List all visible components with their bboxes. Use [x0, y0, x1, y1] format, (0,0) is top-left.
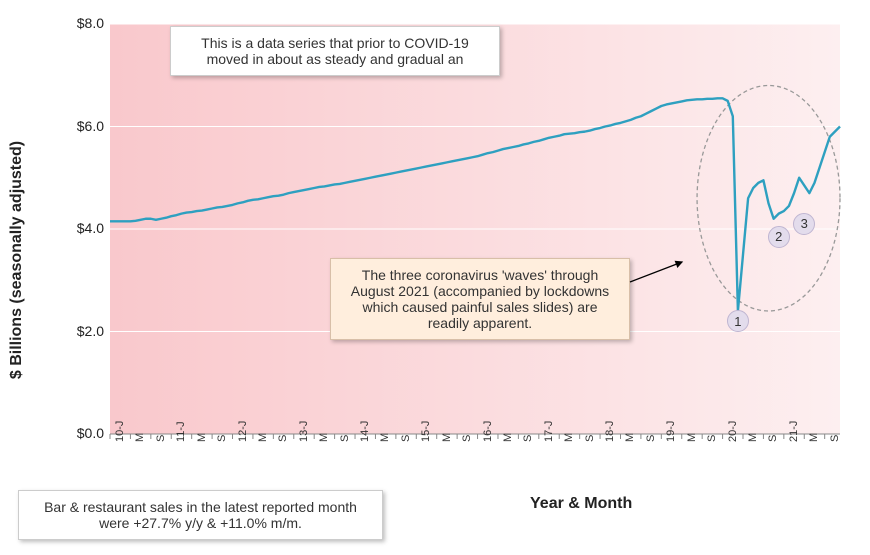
- x-tick-label: M: [808, 433, 820, 442]
- y-tick-label: $4.0: [62, 220, 104, 236]
- x-tick-label: 20-J: [727, 421, 739, 442]
- x-tick-label: S: [339, 435, 351, 442]
- x-tick-label: 17-J: [543, 421, 555, 442]
- y-tick-label: $0.0: [62, 425, 104, 441]
- x-tick-label: S: [522, 435, 534, 442]
- x-tick-label: 11-J: [175, 421, 187, 442]
- x-tick-label: 18-J: [604, 421, 616, 442]
- arrow-icon: [628, 258, 688, 288]
- x-tick-label: M: [318, 433, 330, 442]
- chart-container: $ Billions (seasonally adjusted) Year & …: [0, 0, 870, 555]
- y-tick-label: $2.0: [62, 323, 104, 339]
- x-tick-label: S: [461, 435, 473, 442]
- x-tick-label: S: [277, 435, 289, 442]
- x-tick-label: S: [767, 435, 779, 442]
- x-tick-label: 10-J: [114, 421, 126, 442]
- callout-bottom-text: Bar & restaurant sales in the latest rep…: [44, 499, 357, 531]
- x-tick-label: M: [134, 433, 146, 442]
- x-tick-label: M: [624, 433, 636, 442]
- wave-marker: 2: [768, 226, 790, 248]
- x-tick-label: M: [196, 433, 208, 442]
- x-tick-label: S: [645, 435, 657, 442]
- x-tick-label: 14-J: [359, 421, 371, 442]
- x-tick-label: S: [584, 435, 596, 442]
- x-tick-label: S: [829, 435, 841, 442]
- x-tick-label: M: [502, 433, 514, 442]
- x-tick-label: S: [216, 435, 228, 442]
- x-tick-label: M: [563, 433, 575, 442]
- callout-middle: The three coronavirus 'waves' through Au…: [330, 258, 630, 340]
- x-tick-label: M: [686, 433, 698, 442]
- y-tick-label: $8.0: [62, 15, 104, 31]
- x-tick-label: 12-J: [237, 421, 249, 442]
- wave-marker: 3: [793, 213, 815, 235]
- callout-top: This is a data series that prior to COVI…: [170, 26, 500, 76]
- callout-top-text: This is a data series that prior to COVI…: [201, 35, 469, 67]
- x-tick-label: 16-J: [482, 421, 494, 442]
- x-tick-label: 15-J: [420, 421, 432, 442]
- x-tick-label: S: [706, 435, 718, 442]
- x-tick-label: S: [400, 435, 412, 442]
- x-tick-label: 21-J: [788, 421, 800, 442]
- callout-middle-text: The three coronavirus 'waves' through Au…: [351, 267, 609, 331]
- y-tick-label: $6.0: [62, 118, 104, 134]
- callout-bottom: Bar & restaurant sales in the latest rep…: [18, 490, 383, 540]
- x-tick-label: M: [379, 433, 391, 442]
- x-tick-label: 19-J: [665, 421, 677, 442]
- x-tick-label: 13-J: [298, 421, 310, 442]
- x-tick-label: M: [747, 433, 759, 442]
- x-tick-label: S: [155, 435, 167, 442]
- x-tick-label: M: [257, 433, 269, 442]
- wave-marker: 1: [727, 310, 749, 332]
- x-tick-label: M: [441, 433, 453, 442]
